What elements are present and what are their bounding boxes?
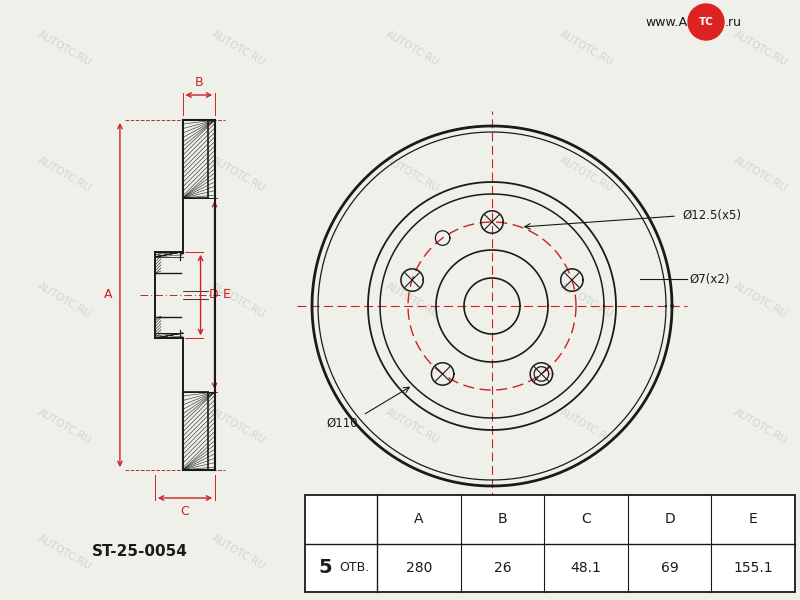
Text: A: A: [103, 289, 112, 301]
Text: AUTOTC.RU: AUTOTC.RU: [35, 155, 93, 193]
Text: AUTOTC.RU: AUTOTC.RU: [383, 281, 441, 319]
Text: .ru: .ru: [725, 16, 742, 28]
Text: AUTOTC.RU: AUTOTC.RU: [558, 155, 614, 193]
Text: AUTOTC.RU: AUTOTC.RU: [558, 533, 614, 571]
Text: Ø7(x2): Ø7(x2): [690, 272, 730, 286]
Text: AUTOTC.RU: AUTOTC.RU: [558, 29, 614, 67]
Text: AUTOTC.RU: AUTOTC.RU: [210, 29, 266, 67]
Text: 280: 280: [406, 561, 432, 575]
Text: E: E: [222, 289, 230, 301]
Text: AUTOTC.RU: AUTOTC.RU: [210, 533, 266, 571]
Text: E: E: [749, 512, 758, 526]
Text: AUTOTC.RU: AUTOTC.RU: [383, 533, 441, 571]
Text: 155.1: 155.1: [734, 561, 773, 575]
Text: AUTOTC.RU: AUTOTC.RU: [35, 407, 93, 445]
Text: D: D: [664, 512, 675, 526]
Text: AUTOTC.RU: AUTOTC.RU: [35, 281, 93, 319]
Text: Ø110: Ø110: [326, 417, 358, 430]
Text: AUTOTC.RU: AUTOTC.RU: [731, 533, 789, 571]
Text: AUTOTC.RU: AUTOTC.RU: [383, 407, 441, 445]
Text: AUTOTC.RU: AUTOTC.RU: [731, 281, 789, 319]
Text: AUTOTC.RU: AUTOTC.RU: [731, 29, 789, 67]
Text: A: A: [414, 512, 423, 526]
Text: 48.1: 48.1: [570, 561, 602, 575]
Text: 5: 5: [318, 558, 332, 577]
Text: 69: 69: [661, 561, 678, 575]
Text: ST-25-0054: ST-25-0054: [92, 545, 188, 559]
Text: AUTOTC.RU: AUTOTC.RU: [35, 533, 93, 571]
Text: C: C: [581, 512, 591, 526]
Text: AUTOTC.RU: AUTOTC.RU: [731, 407, 789, 445]
Text: AUTOTC.RU: AUTOTC.RU: [558, 281, 614, 319]
Text: AUTOTC.RU: AUTOTC.RU: [210, 155, 266, 193]
Text: AUTOTC.RU: AUTOTC.RU: [210, 281, 266, 319]
Text: Ø12.5(x5): Ø12.5(x5): [682, 209, 741, 223]
Text: AUTOTC.RU: AUTOTC.RU: [731, 155, 789, 193]
Text: AUTOTC.RU: AUTOTC.RU: [383, 29, 441, 67]
Text: D: D: [209, 289, 218, 301]
Text: B: B: [498, 512, 507, 526]
Text: AUTOTC.RU: AUTOTC.RU: [558, 407, 614, 445]
Text: TC: TC: [698, 17, 714, 27]
Text: B: B: [194, 76, 203, 89]
Bar: [305, 495, 795, 592]
Text: C: C: [181, 505, 190, 518]
Text: AUTOTC.RU: AUTOTC.RU: [35, 29, 93, 67]
Text: AUTOTC.RU: AUTOTC.RU: [210, 407, 266, 445]
Text: 26: 26: [494, 561, 511, 575]
Text: ОТВ.: ОТВ.: [339, 561, 369, 574]
Text: AUTOTC.RU: AUTOTC.RU: [383, 155, 441, 193]
Circle shape: [688, 4, 724, 40]
Text: www.Auto: www.Auto: [645, 16, 707, 28]
